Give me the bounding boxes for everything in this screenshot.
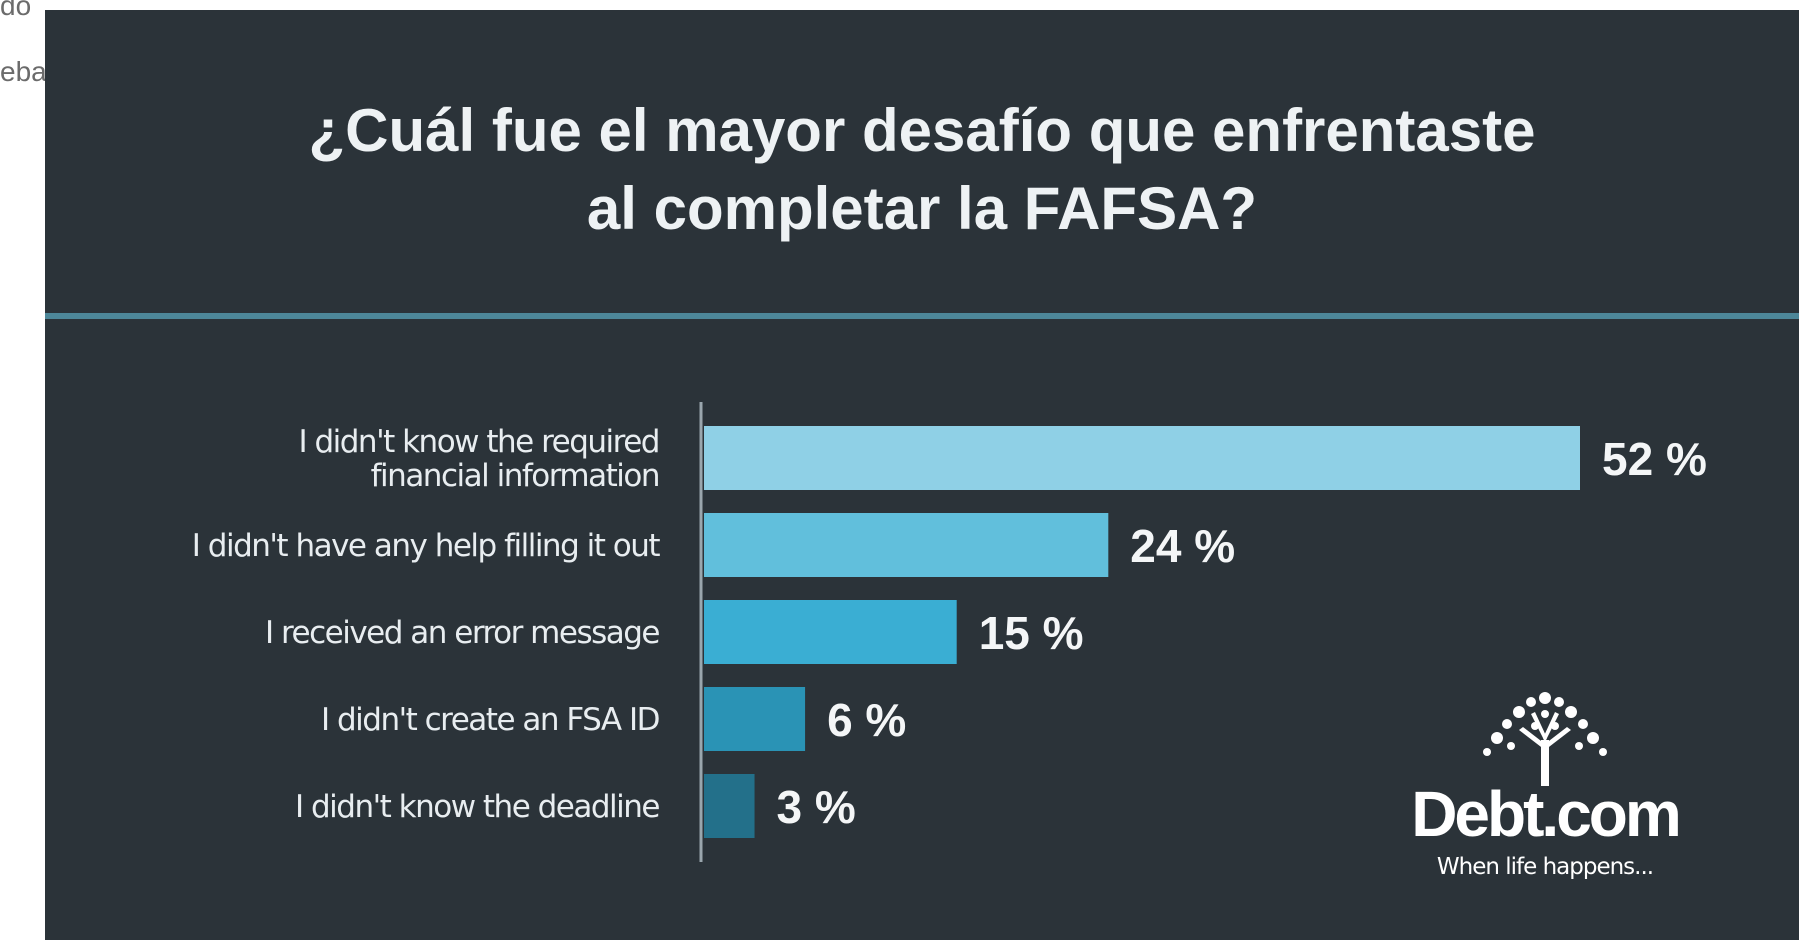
bar-value-label: 24 % [1130,520,1235,572]
infographic-panel: ¿Cuál fue el mayor desafío que enfrentas… [45,10,1799,940]
bar [704,687,806,751]
bar [704,774,755,838]
category-label: financial information [371,458,659,494]
chart-title: ¿Cuál fue el mayor desafío que enfrentas… [45,92,1799,248]
chart-title-line: al completar la FAFSA? [586,175,1258,242]
category-label: I didn't have any help filling it out [192,528,661,564]
bar [704,600,957,664]
category-label: I received an error message [265,615,659,651]
chart-title-line: ¿Cuál fue el mayor desafío que enfrentas… [308,97,1536,164]
background-text-line: eba [0,56,47,87]
bar-value-label: 6 % [827,694,906,746]
title-divider [45,313,1799,319]
debt-com-logo: Debt.com When life happens... [1345,690,1745,890]
category-label: I didn't create an FSA ID [321,702,660,738]
bar-chart: 52 % I didn't know the requiredfinancial … [192,402,1707,862]
bar-value-label: 3 % [777,781,856,833]
bar [704,513,1109,577]
logo-wordmark: Debt.com [1411,778,1682,850]
logo-tagline: When life happens... [1436,854,1654,880]
category-label: I didn't know the required [298,424,659,460]
bar [704,426,1580,490]
bar-value-label: 52 % [1602,433,1707,485]
tree-icon [1483,692,1607,786]
background-text-line: do [0,0,32,21]
bar-value-label: 15 % [979,607,1084,659]
category-label: I didn't know the deadline [295,789,659,825]
